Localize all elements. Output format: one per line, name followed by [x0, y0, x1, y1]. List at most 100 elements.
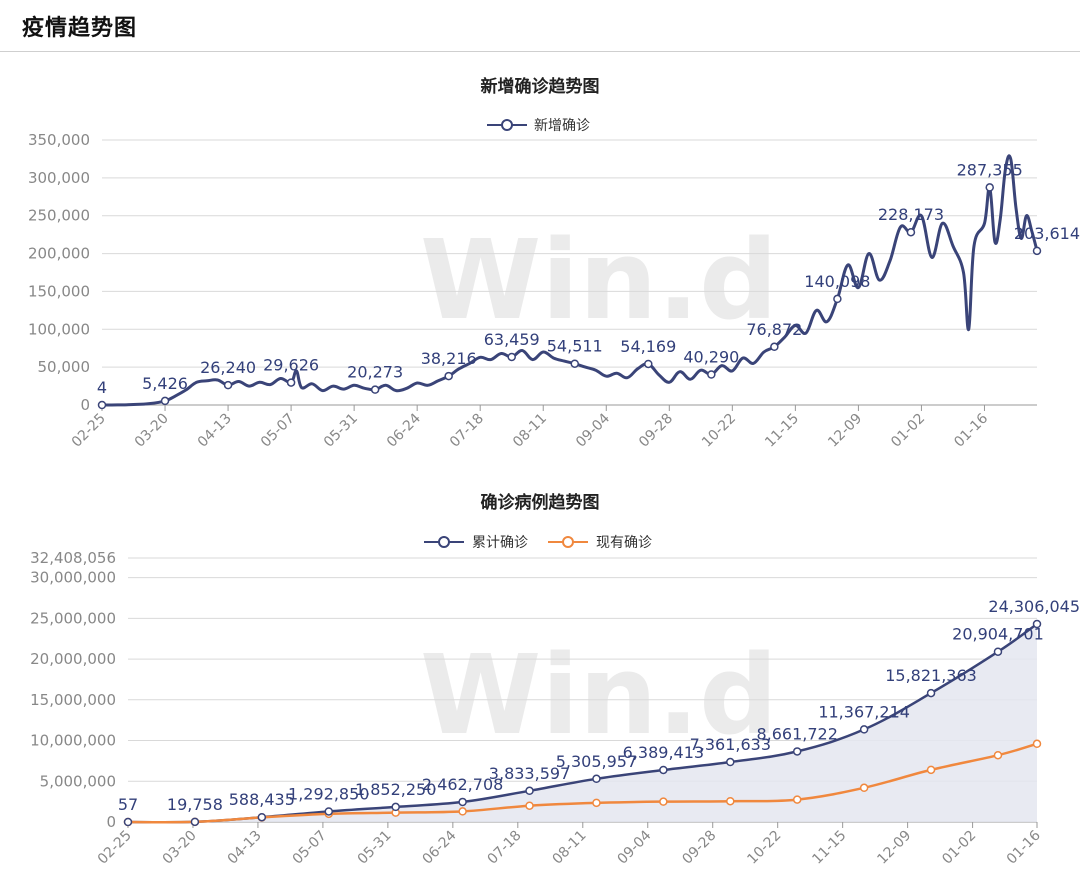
x-tick-label: 09-04	[573, 410, 613, 450]
data-label: 1,852,250	[355, 780, 436, 799]
data-label: 4	[97, 378, 107, 397]
data-label: 5,426	[142, 374, 188, 393]
data-point-current	[659, 797, 668, 806]
data-point-cumulative	[391, 802, 400, 812]
area-cumulative	[128, 624, 1037, 823]
data-label: 2,462,708	[422, 775, 503, 794]
data-point	[444, 371, 453, 381]
data-label: 20,904,701	[952, 625, 1044, 644]
x-tick-label: 04-13	[225, 828, 265, 868]
y-tick-label: 20,000,000	[30, 650, 116, 668]
data-point-cumulative	[324, 807, 334, 816]
legend-label-new-cases: 新增确诊	[534, 118, 590, 134]
data-point	[160, 396, 170, 406]
data-point-cumulative	[458, 797, 467, 807]
y-tick-label: 15,000,000	[30, 691, 116, 709]
x-tick-label: 03-20	[132, 411, 172, 451]
data-point-cumulative	[726, 757, 735, 767]
x-tick-label: 07-18	[485, 828, 525, 868]
data-point-cumulative	[123, 817, 133, 827]
data-label: 588,435	[229, 790, 295, 809]
data-point-cumulative	[257, 812, 267, 822]
legend-marker-icon	[562, 536, 574, 548]
data-label: 3,833,597	[489, 764, 570, 783]
data-point-current	[726, 796, 735, 806]
x-tick-label: 08-11	[510, 411, 550, 451]
data-label: 19,758	[167, 795, 223, 814]
data-point-cumulative	[859, 725, 869, 734]
y-tick-label: 30,000,000	[30, 569, 116, 587]
x-tick-label: 11-15	[762, 411, 802, 451]
y-tick-label: 32,408,056	[30, 549, 116, 567]
y-tick-label: 350,000	[28, 131, 90, 149]
x-tick-label: 05-07	[258, 411, 298, 451]
legend-marker-icon	[438, 536, 450, 548]
data-label: 24,306,045	[988, 597, 1080, 616]
x-tick-label: 12-09	[825, 411, 865, 451]
x-tick-label: 01-02	[939, 828, 979, 868]
page-header: 疫情趋势图	[0, 0, 1080, 52]
data-point-cumulative	[792, 747, 802, 756]
data-point-current	[458, 807, 467, 816]
y-tick-label: 0	[80, 396, 90, 414]
chart-title-new-cases: 新增确诊趋势图	[481, 76, 600, 97]
x-tick-label: 10-22	[699, 411, 739, 451]
y-tick-label: 200,000	[28, 245, 90, 263]
data-point	[644, 359, 653, 369]
data-label: 57	[118, 795, 138, 814]
y-tick-label: 0	[106, 813, 116, 831]
x-tick-label: 09-28	[679, 828, 719, 868]
data-point	[833, 294, 842, 304]
data-point	[97, 400, 107, 410]
data-label: 1,292,850	[288, 784, 369, 803]
x-tick-label: 10-22	[744, 828, 784, 868]
data-point-cumulative	[659, 765, 668, 775]
y-tick-label: 100,000	[28, 320, 90, 338]
data-label: 29,626	[263, 356, 319, 375]
x-tick-label: 02-25	[69, 411, 109, 451]
x-tick-label: 09-28	[636, 411, 676, 451]
data-point-cumulative	[525, 786, 534, 796]
legend-current[interactable]: 现有确诊	[548, 535, 652, 551]
y-tick-label: 50,000	[38, 358, 91, 376]
x-tick-label: 08-11	[550, 828, 590, 868]
data-point	[707, 370, 716, 379]
legend-cumulative[interactable]: 累计确诊	[424, 535, 528, 551]
legend-label-current: 现有确诊	[596, 535, 652, 551]
x-tick-label: 05-31	[321, 411, 361, 451]
data-point	[223, 380, 233, 390]
data-label: 15,821,363	[885, 666, 977, 685]
data-point	[286, 378, 296, 387]
data-label: 26,240	[200, 358, 256, 377]
y-tick-label: 5,000,000	[40, 772, 116, 790]
data-point-cumulative	[993, 647, 1003, 656]
y-tick-label: 25,000,000	[30, 609, 116, 627]
data-point-current	[792, 795, 802, 804]
data-point	[985, 183, 994, 192]
watermark-bottom: Win.d	[420, 631, 778, 759]
x-tick-label: 05-31	[355, 828, 395, 868]
data-label: 63,459	[484, 330, 540, 349]
x-tick-label: 12-09	[874, 828, 914, 868]
data-point-current	[525, 801, 534, 810]
data-point	[770, 342, 779, 352]
data-point	[570, 359, 580, 368]
data-point	[370, 385, 380, 394]
data-point-cumulative	[1032, 619, 1042, 629]
x-tick-label: 06-24	[384, 410, 424, 450]
data-label: 76,872	[746, 320, 802, 339]
data-label: 54,511	[547, 337, 603, 356]
data-label: 40,290	[683, 347, 739, 366]
data-label: 228,173	[878, 205, 944, 224]
data-point-current	[926, 765, 936, 775]
data-point	[906, 227, 916, 237]
y-tick-label: 10,000,000	[30, 732, 116, 750]
x-tick-label: 02-25	[95, 828, 135, 868]
data-point-current	[993, 750, 1003, 760]
page-title: 疫情趋势图	[22, 16, 138, 41]
legend-new-cases[interactable]: 新增确诊	[487, 118, 590, 134]
data-point-current	[592, 798, 601, 808]
y-tick-label: 300,000	[28, 169, 90, 187]
x-tick-label: 11-15	[809, 828, 849, 868]
data-label: 7,361,633	[690, 735, 771, 754]
